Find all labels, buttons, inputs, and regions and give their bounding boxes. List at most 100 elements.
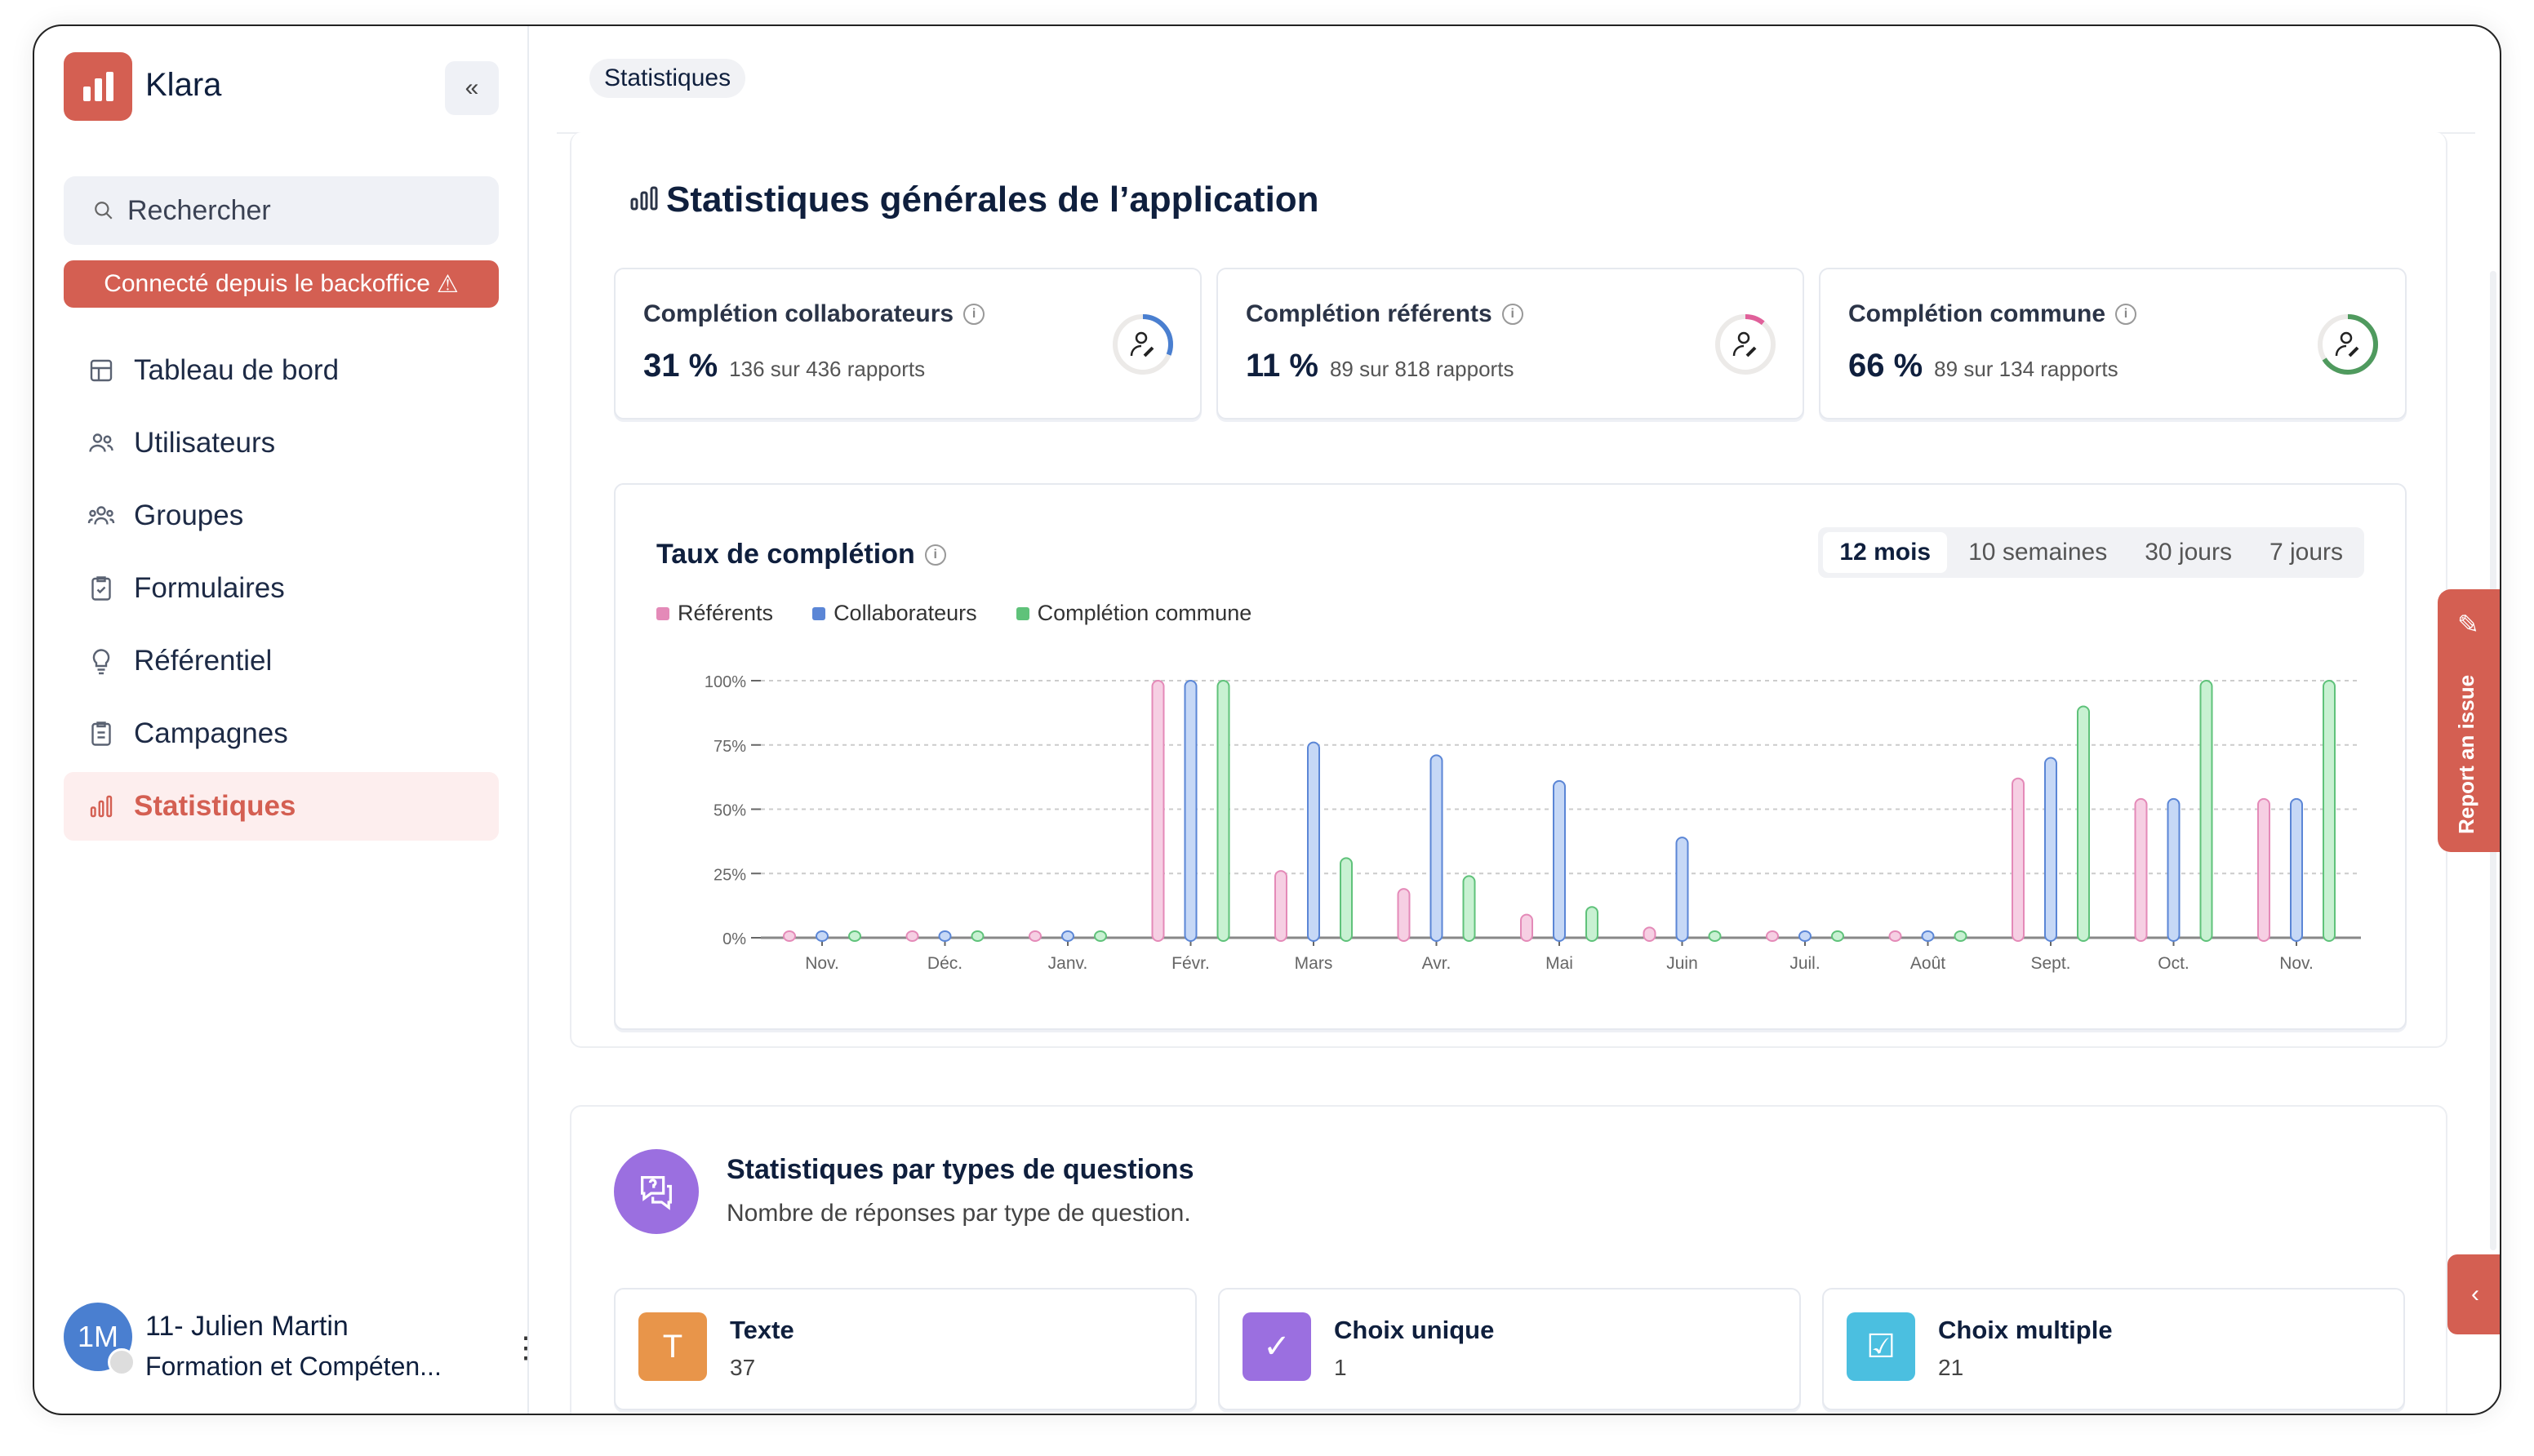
bar-référents[interactable] xyxy=(1151,680,1165,942)
bar-collaborateurs[interactable] xyxy=(816,930,829,942)
more-options-icon[interactable]: ⋮ xyxy=(511,1330,540,1364)
legend-item[interactable]: Collaborateurs xyxy=(812,601,977,626)
legend-label: Complétion commune xyxy=(1037,601,1252,625)
progress-ring-icon xyxy=(1113,314,1173,375)
klara-logo xyxy=(64,52,132,121)
clipboard-icon xyxy=(91,576,111,601)
bar-référents[interactable] xyxy=(1766,930,1779,942)
stat-card: Complétion collaborateurs i 31 % 136 sur 4… xyxy=(614,268,1202,419)
bar-référents[interactable] xyxy=(1643,926,1656,943)
sidebar-item-label: Formulaires xyxy=(134,572,285,604)
info-icon[interactable]: i xyxy=(1501,304,1523,325)
bar-référents[interactable] xyxy=(1029,930,1042,942)
bar-collaborateurs[interactable] xyxy=(2044,757,2057,942)
sidebar-item-3[interactable]: Formulaires xyxy=(64,554,499,623)
bar-référents[interactable] xyxy=(905,930,919,942)
bar-complétion-commune[interactable] xyxy=(1708,930,1722,942)
tab-period-1[interactable]: 10 semaines xyxy=(1968,539,2108,566)
bar-complétion-commune[interactable] xyxy=(1216,680,1230,942)
bar-collaborateurs[interactable] xyxy=(1553,779,1566,942)
bar-référents[interactable] xyxy=(1888,930,1902,942)
bar-référents[interactable] xyxy=(1274,870,1287,943)
question-type-label: Choix multiple xyxy=(1938,1316,2113,1344)
bar-complétion-commune[interactable] xyxy=(1094,930,1107,942)
chart-title: Taux de complétion i xyxy=(656,539,946,570)
bar-complétion-commune[interactable] xyxy=(971,930,985,942)
sidebar-item-2[interactable]: Groupes xyxy=(64,482,499,550)
info-icon[interactable]: i xyxy=(924,544,946,566)
users-icon xyxy=(89,433,113,452)
bar-collaborateurs[interactable] xyxy=(1061,930,1074,942)
legend-item[interactable]: Référents xyxy=(656,601,773,626)
report-issue-button[interactable]: ✎ Report an issue xyxy=(2438,589,2500,852)
dashboard-icon xyxy=(90,359,113,382)
search-input[interactable]: Rechercher xyxy=(64,176,499,245)
bar-référents[interactable] xyxy=(2012,777,2025,943)
tab-period-0[interactable]: 12 mois xyxy=(1823,532,1948,573)
bar-collaborateurs[interactable] xyxy=(1429,754,1443,942)
section-title: Statistiques générales de l’application xyxy=(666,180,1319,220)
bar-référents[interactable] xyxy=(1397,888,1411,942)
bar-collaborateurs[interactable] xyxy=(1307,741,1320,942)
bar-collaborateurs[interactable] xyxy=(1675,837,1689,942)
bar-complétion-commune[interactable] xyxy=(2077,705,2090,942)
stat-card-title: Complétion commune xyxy=(1848,300,2106,327)
legend-swatch xyxy=(1016,606,1029,620)
y-tick-label: 100% xyxy=(705,673,746,691)
bar-chart: 0% 25% 50% 75% 100% Nov. Déc. Janv. Févr. Mars Avr… xyxy=(705,673,2361,973)
bar-complétion-commune[interactable] xyxy=(2323,680,2336,942)
bar-collaborateurs[interactable] xyxy=(2167,797,2181,942)
collapse-sidebar-button[interactable]: « xyxy=(445,61,499,115)
question-type-icon: T xyxy=(638,1312,707,1381)
sidebar-item-0[interactable]: Tableau de bord xyxy=(64,336,499,405)
info-icon[interactable]: i xyxy=(2115,304,2137,325)
bar-collaborateurs[interactable] xyxy=(2290,797,2303,942)
bar-référents[interactable] xyxy=(783,930,796,942)
bar-complétion-commune[interactable] xyxy=(1831,930,1844,942)
sidebar-item-label: Statistiques xyxy=(134,790,296,822)
sidebar-item-5[interactable]: Campagnes xyxy=(64,699,499,768)
stat-detail: 89 sur 134 rapports xyxy=(1934,357,2118,381)
tab-period-3[interactable]: 7 jours xyxy=(2269,539,2343,566)
stat-percent: 66 % xyxy=(1848,348,1923,384)
x-tick-label: Mars xyxy=(1295,954,1333,973)
chevron-left-icon: ‹ xyxy=(2471,1281,2479,1307)
stat-detail: 136 sur 436 rapports xyxy=(729,357,926,381)
bar-collaborateurs[interactable] xyxy=(1921,930,1935,942)
bar-collaborateurs[interactable] xyxy=(1184,680,1198,942)
backoffice-banner[interactable]: Connecté depuis le backoffice ⚠ xyxy=(64,260,499,308)
bar-complétion-commune[interactable] xyxy=(1340,857,1353,943)
bar-complétion-commune[interactable] xyxy=(1462,875,1476,942)
user-name: 11- Julien Martin xyxy=(145,1311,349,1342)
question-type-count: 21 xyxy=(1938,1355,1964,1380)
bar-référents[interactable] xyxy=(1520,913,1533,943)
x-tick-label: Sept. xyxy=(2030,954,2070,973)
info-icon[interactable]: i xyxy=(963,304,985,325)
bar-complétion-commune[interactable] xyxy=(2199,680,2213,942)
bar-référents[interactable] xyxy=(2134,797,2148,942)
groups-icon xyxy=(87,506,115,525)
question-type-count: 1 xyxy=(1334,1355,1347,1380)
bar-collaborateurs[interactable] xyxy=(1798,930,1812,942)
org-logo-badge xyxy=(108,1348,136,1376)
bar-complétion-commune[interactable] xyxy=(1585,906,1598,943)
list-icon xyxy=(91,721,111,746)
stat-card: Complétion référents i 11 % 89 sur 818 rap… xyxy=(1216,268,1804,419)
sidebar-item-6[interactable]: Statistiques xyxy=(64,772,499,841)
bar-référents[interactable] xyxy=(2257,797,2270,942)
tab-period-2[interactable]: 30 jours xyxy=(2145,539,2232,566)
sidebar-item-4[interactable]: Référentiel xyxy=(64,627,499,695)
stat-percent: 11 % xyxy=(1246,348,1318,384)
bar-complétion-commune[interactable] xyxy=(1954,930,1967,942)
expand-panel-button[interactable]: ‹ xyxy=(2447,1254,2500,1334)
sidebar-item-1[interactable]: Utilisateurs xyxy=(64,409,499,477)
progress-ring-icon xyxy=(1715,314,1776,375)
sidebar: Klara « Rechercher Connecté depuis le ba… xyxy=(34,26,540,1414)
bar-complétion-commune[interactable] xyxy=(848,930,861,942)
question-type-icon: ✓ xyxy=(1243,1312,1311,1381)
question-type-icon: ☑ xyxy=(1847,1312,1915,1381)
y-tick-label: 50% xyxy=(714,802,746,820)
legend-item[interactable]: Complétion commune xyxy=(1016,601,1252,626)
bar-collaborateurs[interactable] xyxy=(938,930,952,942)
y-tick-label: 0% xyxy=(722,930,746,948)
